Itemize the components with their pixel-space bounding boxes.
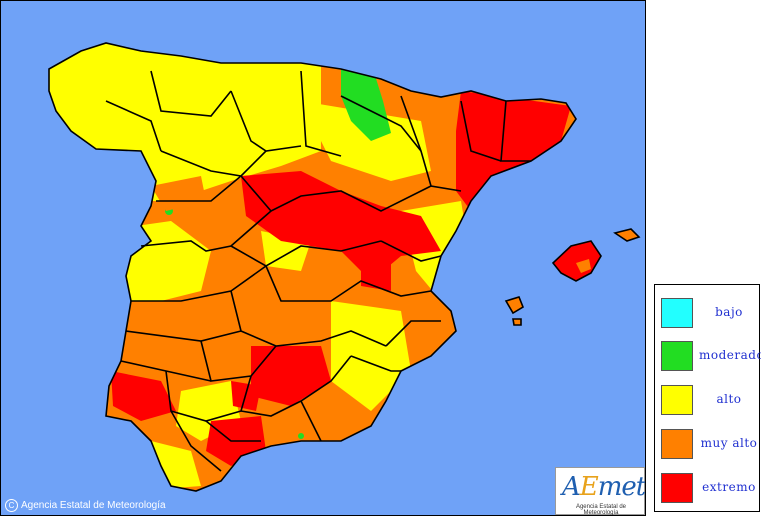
province-borders [48, 42, 577, 492]
legend-item-extremo: extremo [659, 471, 759, 505]
legend-label: extremo [702, 480, 756, 494]
legend-swatch [661, 473, 693, 503]
legend-item-bajo: bajo [659, 296, 759, 330]
legend-label: alto [716, 392, 742, 406]
risk-legend: bajo moderado alto muy alto extremo [654, 284, 761, 512]
aemet-logo: AEmet Agencia Estatal de Meteorología [555, 467, 645, 515]
legend-swatch [661, 429, 693, 459]
aemet-logo-mark: AEmet [562, 472, 646, 502]
spain-map [1, 1, 645, 515]
legend-item-moderado: moderado [659, 339, 761, 373]
copyright-icon: C [5, 499, 18, 512]
legend-swatch [661, 385, 693, 415]
copyright-text: Agencia Estatal de Meteorología [21, 500, 166, 511]
balearic-islands [504, 228, 641, 326]
legend-label: moderado [699, 348, 761, 362]
legend-label: muy alto [700, 436, 758, 450]
aemet-logo-subtitle: Agencia Estatal de Meteorología [575, 504, 627, 516]
legend-item-muy-alto: muy alto [659, 427, 759, 461]
legend-item-alto: alto [659, 383, 759, 417]
legend-swatch [661, 298, 693, 328]
copyright-notice: C Agencia Estatal de Meteorología [5, 499, 166, 512]
fire-risk-map: C Agencia Estatal de Meteorología AEmet A… [0, 0, 646, 516]
legend-swatch [661, 341, 693, 371]
legend-label: bajo [715, 305, 743, 319]
